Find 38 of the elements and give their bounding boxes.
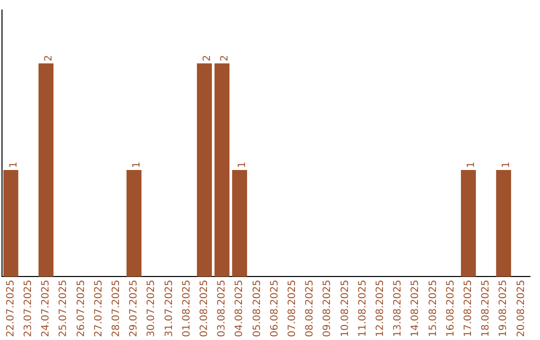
x-tick-label: 08.08.2025 bbox=[304, 280, 316, 338]
x-tick-label: 06.08.2025 bbox=[269, 280, 280, 338]
x-tick-label: 02.08.2025 bbox=[198, 280, 210, 338]
x-tick-label: 10.08.2025 bbox=[340, 280, 351, 338]
x-tick-label: 04.08.2025 bbox=[234, 280, 246, 338]
data-label: 1 bbox=[132, 162, 143, 168]
x-tick-label: 20.08.2025 bbox=[516, 280, 527, 338]
x-tick-label: 03.08.2025 bbox=[216, 280, 228, 338]
data-label: 1 bbox=[466, 162, 477, 168]
x-tick-label: 22.07.2025 bbox=[5, 280, 16, 338]
x-tick-label: 07.08.2025 bbox=[286, 280, 298, 338]
x-tick-label: 13.08.2025 bbox=[392, 280, 404, 338]
x-tick-label: 26.07.2025 bbox=[76, 280, 87, 338]
x-tick-label: 29.07.2025 bbox=[128, 280, 140, 338]
x-tick-label: 31.07.2025 bbox=[164, 280, 175, 338]
data-label: 2 bbox=[202, 54, 213, 62]
x-tick-label: 05.08.2025 bbox=[252, 280, 263, 338]
x-tick-label: 24.07.2025 bbox=[40, 280, 52, 338]
x-tick-label: 17.08.2025 bbox=[462, 280, 474, 338]
data-label: 1 bbox=[501, 162, 512, 168]
x-tick-label: 11.08.2025 bbox=[357, 280, 368, 338]
data-label: 2 bbox=[44, 54, 55, 62]
x-tick-label: 19.08.2025 bbox=[498, 280, 510, 338]
data-label: 1 bbox=[8, 162, 20, 168]
data-label: 1 bbox=[237, 162, 248, 168]
x-tick-label: 27.07.2025 bbox=[93, 280, 104, 338]
x-tick-label: 09.08.2025 bbox=[322, 280, 334, 338]
x-tick-label: 12.08.2025 bbox=[374, 280, 386, 338]
x-tick-label: 16.08.2025 bbox=[445, 280, 456, 338]
x-tick-label: 01.08.2025 bbox=[181, 280, 192, 338]
x-tick-label: 14.08.2025 bbox=[410, 280, 422, 338]
x-tick-label: 23.07.2025 bbox=[22, 280, 34, 338]
x-tick-label: 25.07.2025 bbox=[58, 280, 70, 338]
x-tick-label: 30.07.2025 bbox=[146, 280, 158, 338]
x-tick-label: 15.08.2025 bbox=[428, 280, 439, 338]
x-tick-label: 18.08.2025 bbox=[480, 280, 492, 338]
data-label: 2 bbox=[220, 54, 231, 62]
x-tick-label: 28.07.2025 bbox=[110, 280, 122, 338]
